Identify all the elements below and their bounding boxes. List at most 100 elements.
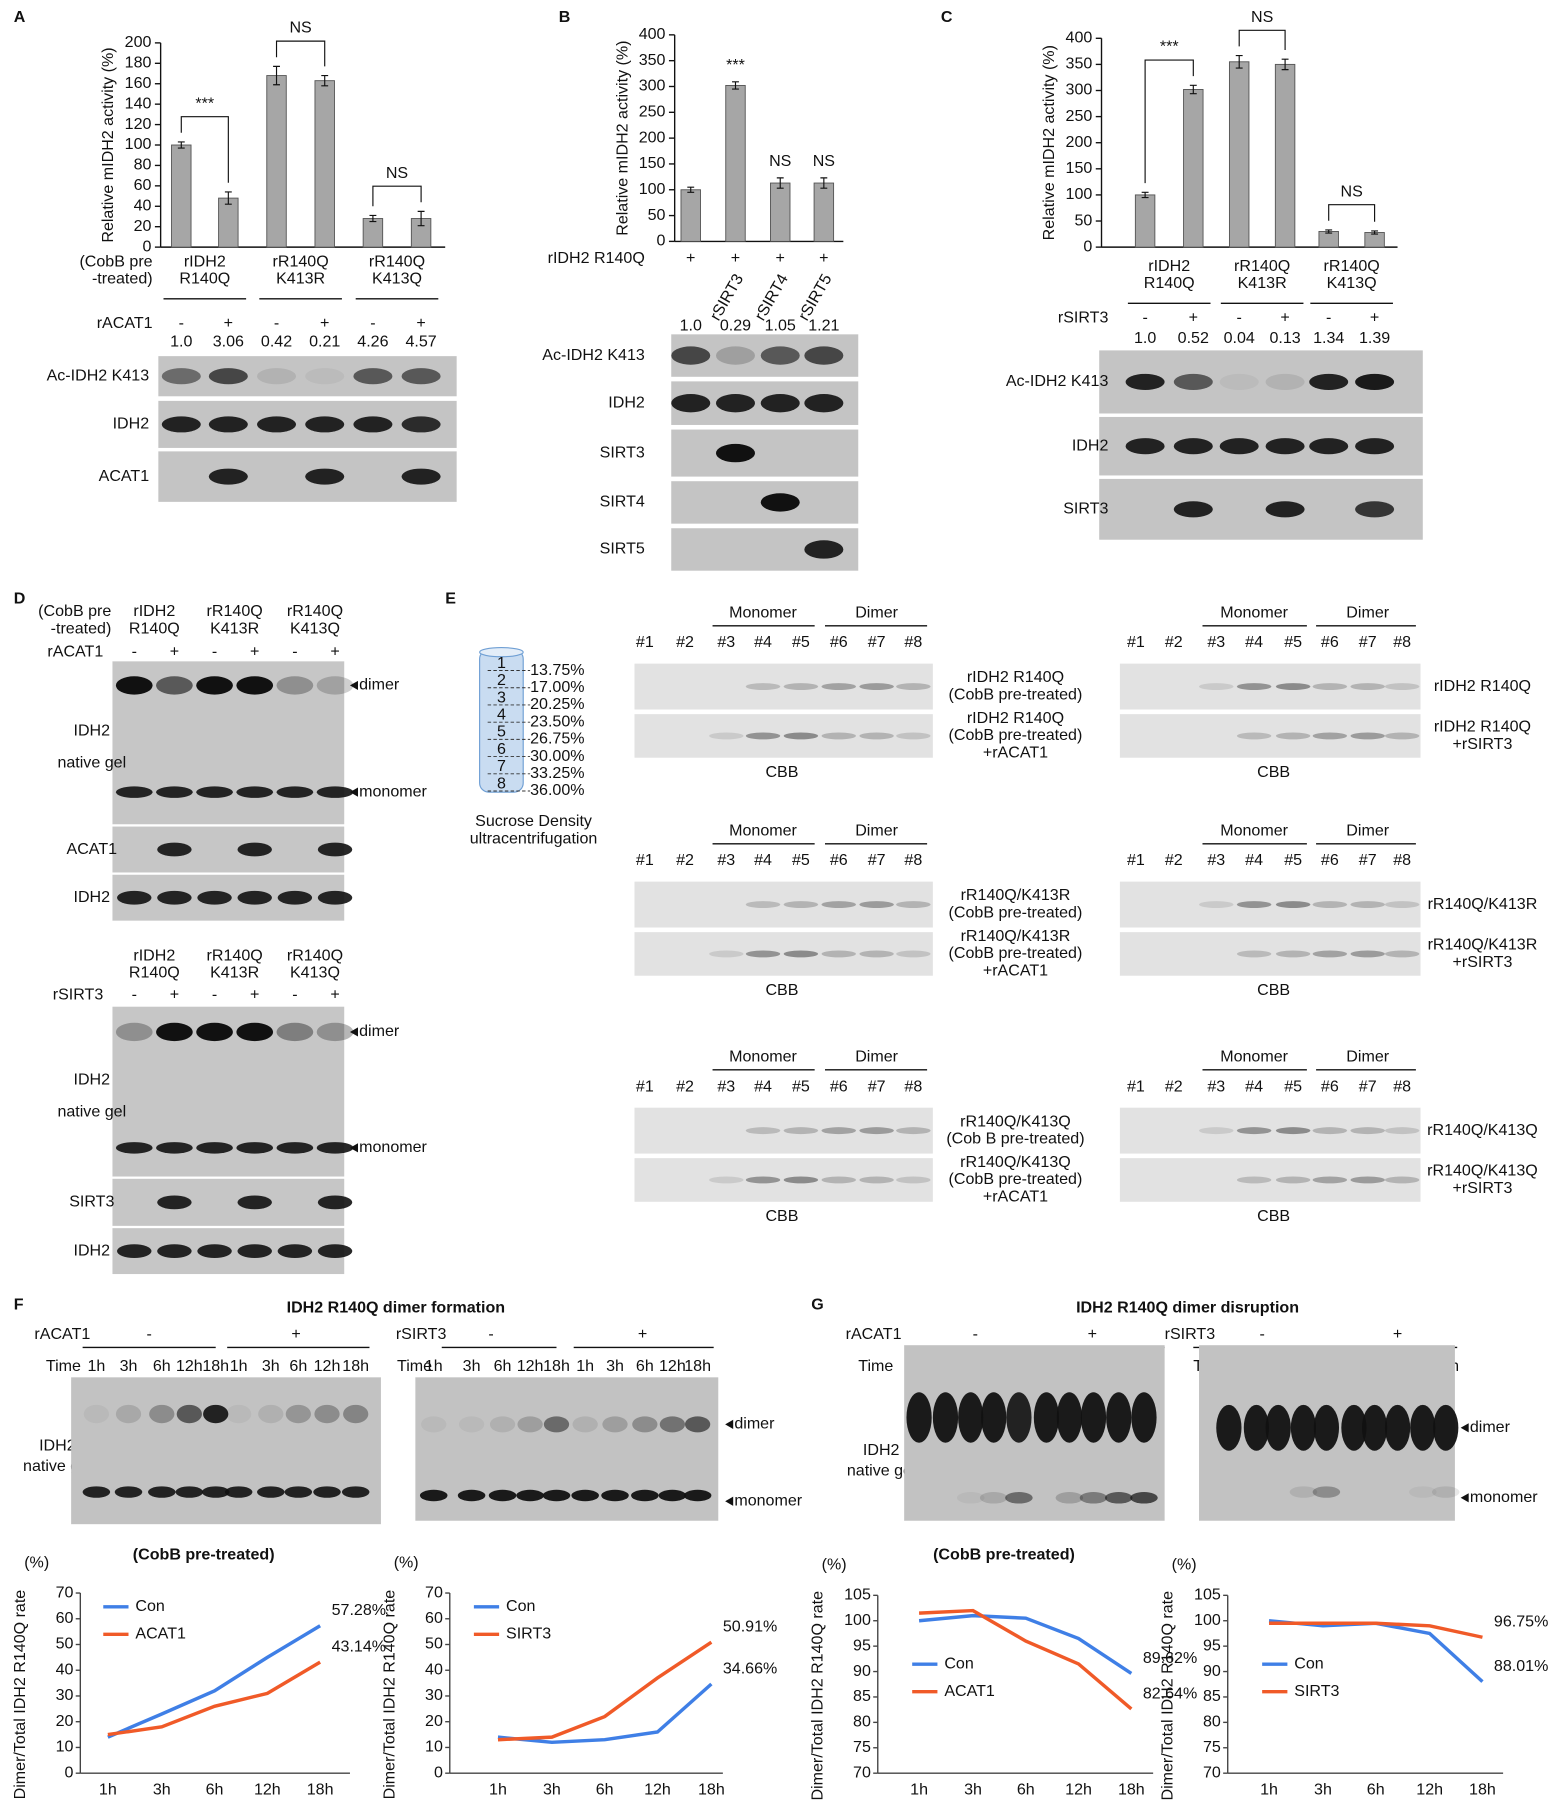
band: [745, 683, 781, 691]
bar: [1274, 63, 1296, 248]
band: [276, 1022, 314, 1042]
monomer-header: Monomer: [1220, 821, 1288, 839]
gel-label: IDH2: [863, 1441, 900, 1459]
y-tick-label: 90: [1203, 1662, 1221, 1680]
arrowhead: [725, 1419, 734, 1429]
band: [196, 786, 233, 798]
band: [1410, 1404, 1436, 1451]
band: [1173, 438, 1213, 455]
band: [760, 493, 800, 512]
treatment-sign: -: [132, 642, 137, 660]
band: [115, 1142, 153, 1154]
y-tick-label: 200: [125, 33, 152, 51]
monomer-header: Monomer: [1220, 603, 1288, 621]
series-line: [107, 1624, 322, 1739]
group-label: K413R: [276, 270, 325, 288]
gel-label: +rSIRT3: [1452, 1179, 1512, 1197]
monomer-label: monomer: [359, 1138, 427, 1156]
band: [821, 1127, 856, 1135]
time-point: 3h: [463, 1357, 481, 1375]
treatment-sign: -: [179, 314, 184, 332]
monomer-header: Monomer: [729, 821, 797, 839]
blot-label: SIRT5: [600, 540, 645, 558]
value-label: 82.64%: [1143, 1684, 1197, 1702]
significance-bracket: [1328, 204, 1376, 222]
monomer-label: monomer: [734, 1491, 802, 1509]
x-tick-label: 1h: [910, 1781, 928, 1799]
band: [1275, 1127, 1311, 1135]
band: [161, 368, 201, 385]
bar: [770, 182, 791, 242]
band: [859, 683, 894, 691]
band: [1265, 501, 1305, 518]
gel-label: native gel: [57, 1103, 126, 1121]
density-label: 26.75%: [530, 730, 584, 748]
error-bar: [321, 74, 329, 87]
x-tick-label: 3h: [543, 1781, 561, 1799]
error-bar: [177, 141, 185, 149]
bar: [1318, 231, 1339, 248]
group-label: K413R: [210, 964, 259, 982]
ratio-label: 0.13: [1269, 329, 1300, 347]
blot-label: IDH2: [1072, 436, 1109, 454]
band: [745, 1176, 781, 1184]
fraction-label: 7: [497, 757, 506, 775]
band: [1313, 1404, 1340, 1451]
blot: [1119, 932, 1421, 976]
band: [1384, 683, 1420, 691]
band: [859, 1176, 894, 1184]
band: [1384, 1176, 1420, 1184]
y-tick-label: 50: [56, 1635, 74, 1653]
lane-label: #6: [1321, 851, 1339, 869]
lane-label: #2: [1165, 633, 1183, 651]
band: [896, 950, 931, 958]
error-bar: [273, 65, 280, 86]
significance-bracket: [180, 116, 229, 183]
band: [1275, 1176, 1311, 1184]
x-tick-label: 12h: [644, 1781, 671, 1799]
y-tick-label: 75: [1203, 1738, 1221, 1756]
gel-label: native gel: [57, 754, 126, 772]
time-point: 12h: [176, 1357, 203, 1375]
treatment-label: rACAT1: [846, 1325, 902, 1343]
band: [201, 1486, 230, 1498]
lane-label: #2: [1165, 1077, 1183, 1095]
lane-label: #8: [904, 851, 922, 869]
band: [1080, 1392, 1107, 1443]
error-bar: [224, 191, 232, 205]
significance: NS: [386, 164, 408, 182]
tube-caption: ultracentrifugation: [470, 829, 598, 847]
band: [236, 676, 274, 695]
panel-title: IDH2 R140Q dimer formation: [287, 1299, 505, 1317]
y-axis-label: Dimer/Total IDH2 R140Q rate: [11, 1590, 29, 1800]
ratio-label: 0.21: [309, 333, 340, 351]
significance: NS: [1340, 182, 1362, 200]
band: [236, 1142, 274, 1154]
band: [1433, 1404, 1459, 1451]
x-tick-label: 12h: [1065, 1781, 1092, 1799]
time-point: 6h: [153, 1357, 171, 1375]
band: [631, 1489, 659, 1502]
gel-label: +rACAT1: [983, 743, 1048, 761]
legend-label: Con: [944, 1654, 973, 1672]
band: [1312, 950, 1348, 958]
group-label: rIDH2: [133, 602, 175, 620]
band: [1236, 901, 1272, 909]
arrowhead: [349, 680, 358, 691]
bar: [266, 75, 287, 248]
ratio-label: 0.29: [720, 317, 751, 335]
category-label: rSIRT3: [1058, 309, 1109, 327]
stain-label: CBB: [1257, 1207, 1290, 1225]
lane-label: #7: [868, 633, 886, 651]
ratio-label: 1.0: [680, 317, 702, 335]
band: [804, 393, 844, 413]
error-bar: [820, 177, 828, 189]
lane-label: #1: [1127, 633, 1145, 651]
error-bar: [1325, 229, 1333, 234]
dimer-label: dimer: [734, 1415, 775, 1433]
group-label: rIDH2: [133, 946, 175, 964]
lane-label: #8: [1393, 851, 1411, 869]
band: [276, 786, 314, 798]
series-line: [107, 1660, 322, 1737]
